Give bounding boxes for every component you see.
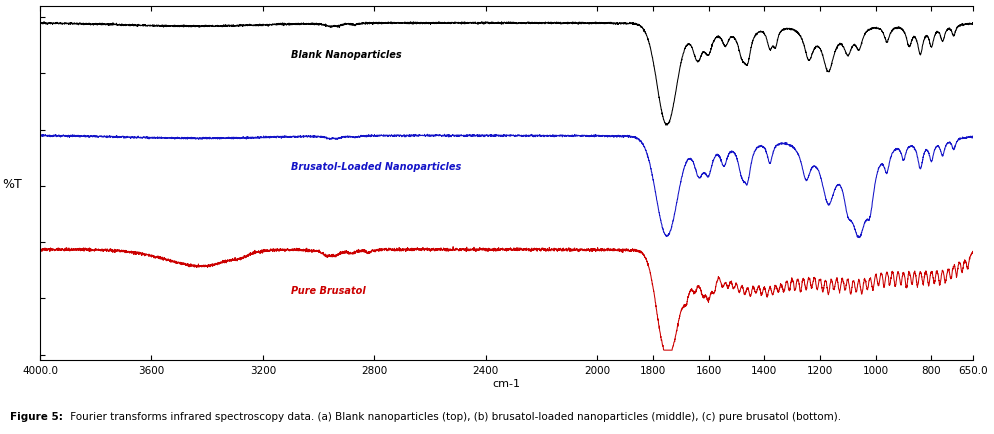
Y-axis label: %T: %T [2,177,22,190]
Text: Blank Nanoparticles: Blank Nanoparticles [290,49,401,59]
X-axis label: cm-1: cm-1 [492,378,520,388]
Text: Fourier transforms infrared spectroscopy data. (a) Blank nanoparticles (top), (b: Fourier transforms infrared spectroscopy… [67,411,840,421]
Text: Figure 5:: Figure 5: [10,411,63,421]
Text: Brusatol-Loaded Nanoparticles: Brusatol-Loaded Nanoparticles [290,162,460,172]
Text: Pure Brusatol: Pure Brusatol [290,285,365,295]
